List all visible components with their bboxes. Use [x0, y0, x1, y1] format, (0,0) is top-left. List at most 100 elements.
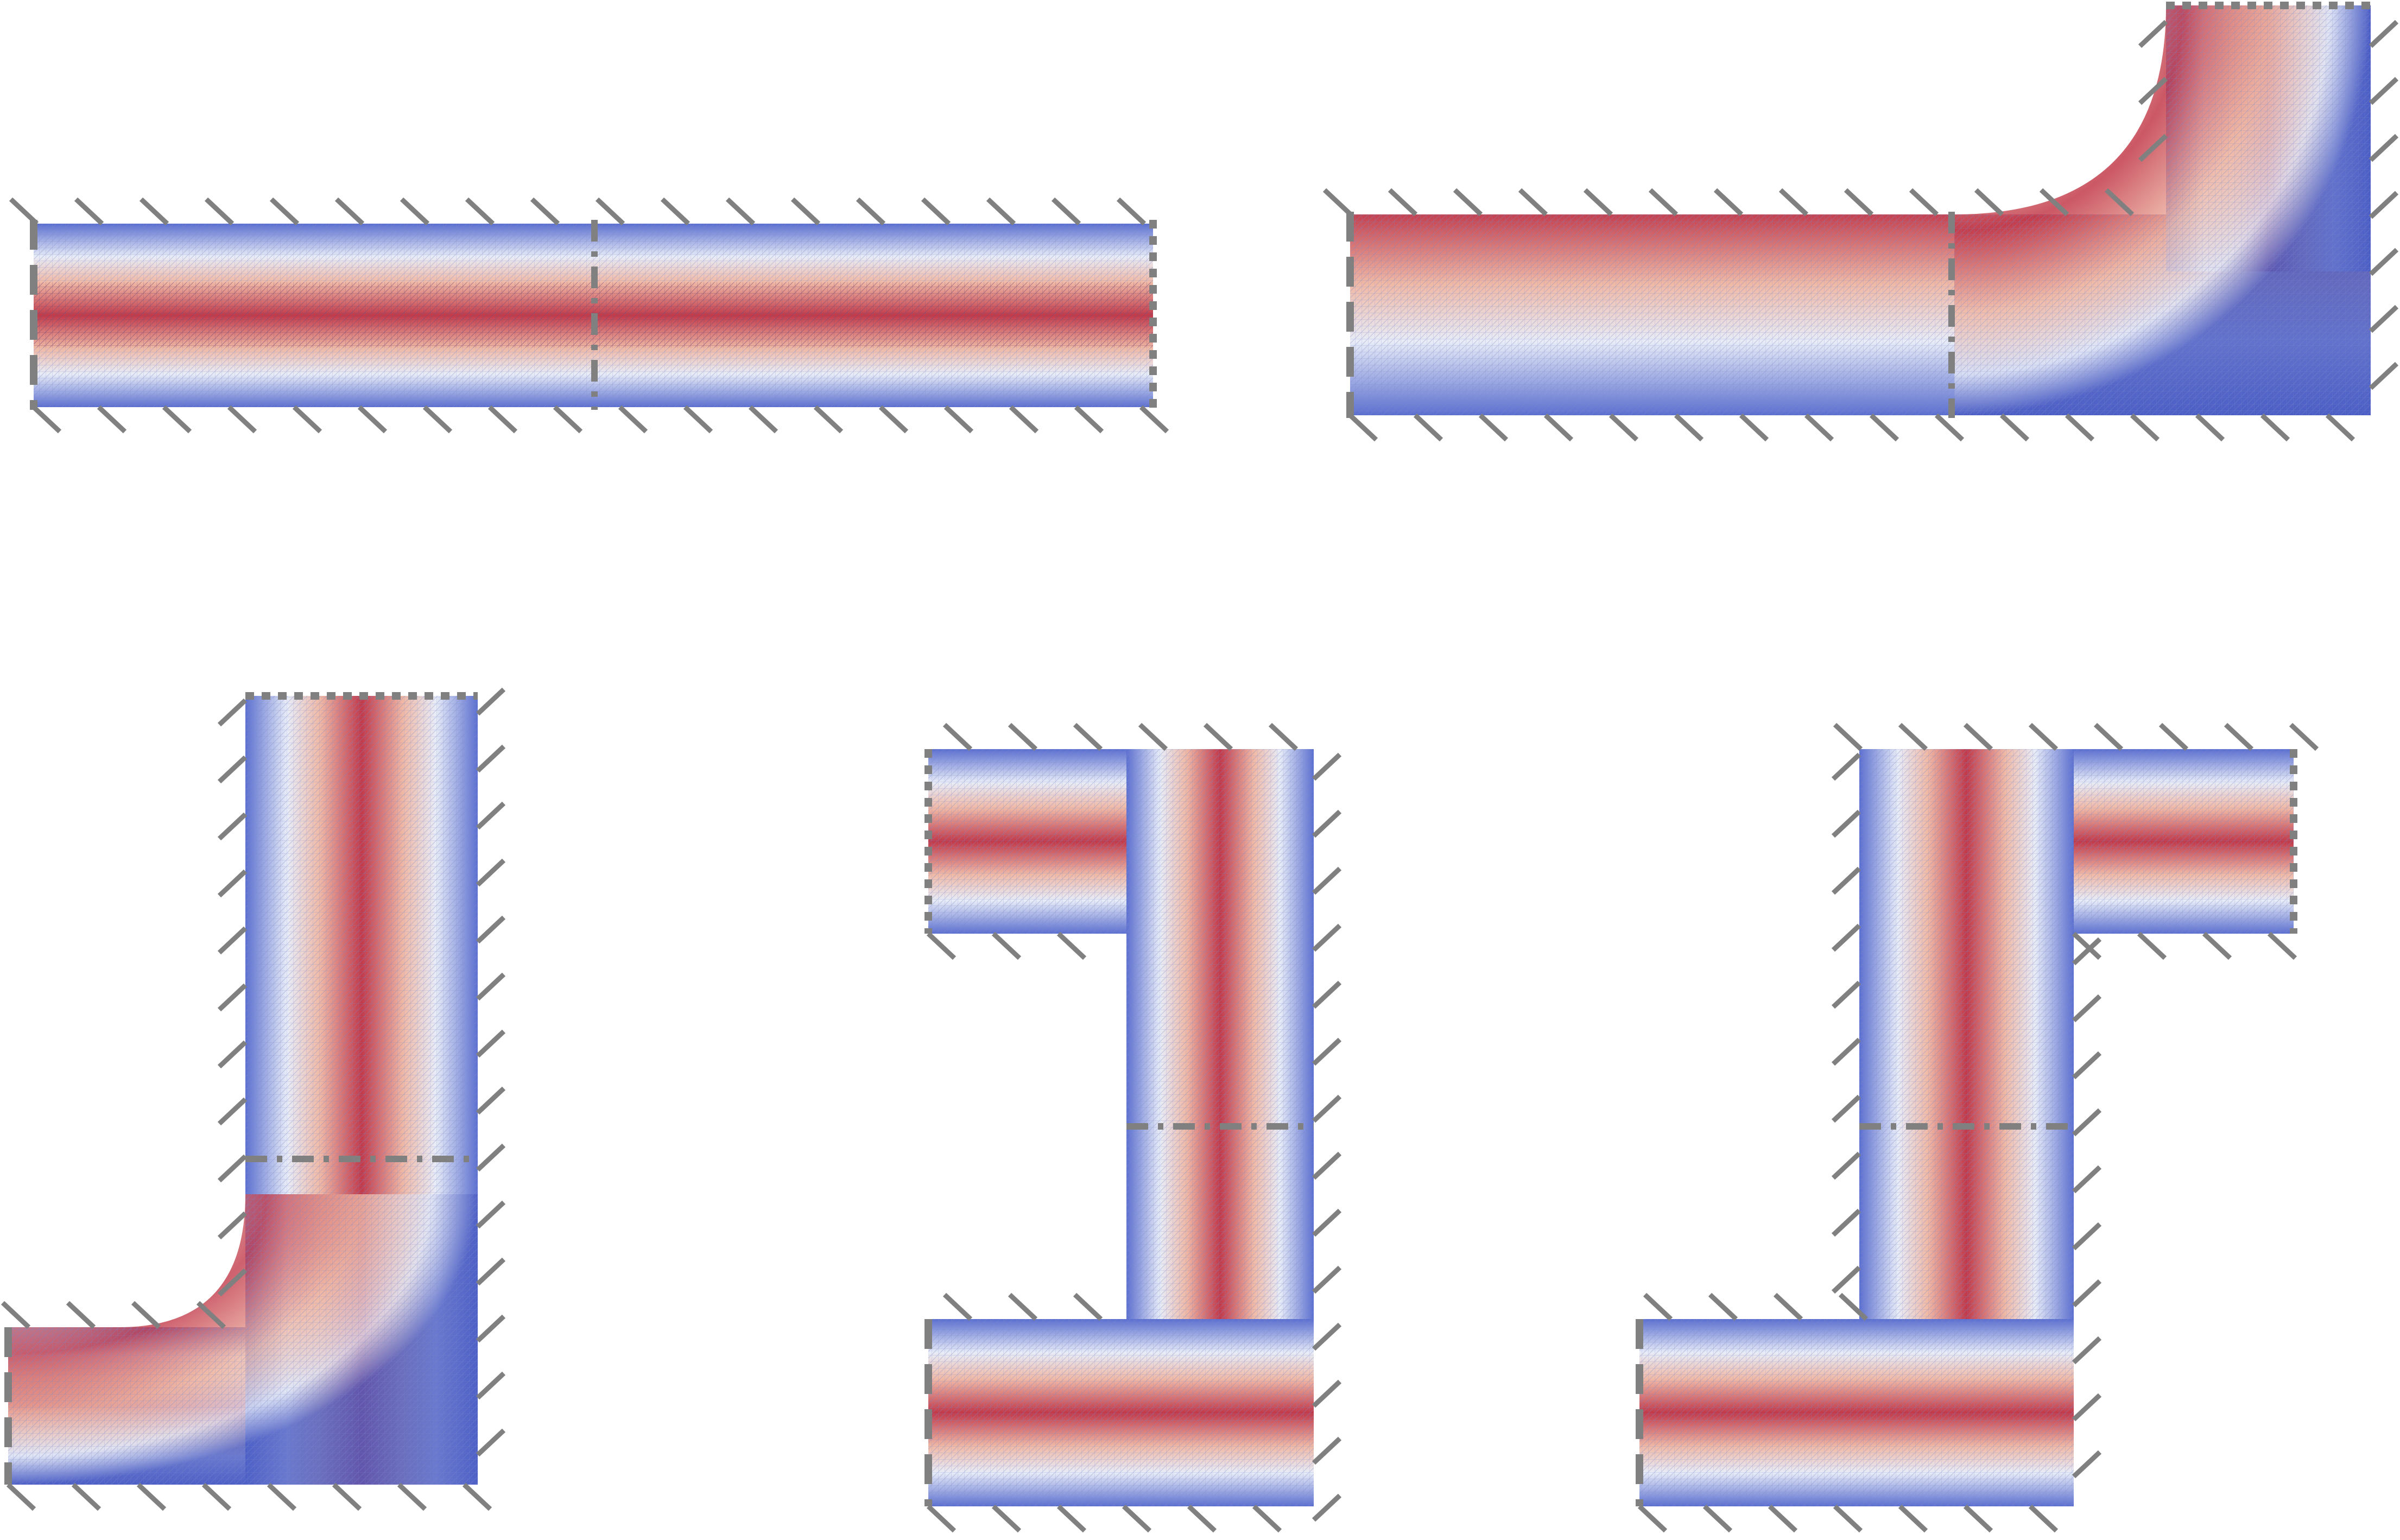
wall-hatch-tick	[1637, 1504, 1668, 1533]
wall-hatch-tick	[476, 858, 506, 887]
mesh-overlay	[928, 749, 1314, 1506]
wall-hatch-tick	[942, 1292, 973, 1321]
wall-hatch-tick	[1898, 1504, 1928, 1533]
wall-hatch-tick	[139, 197, 169, 226]
wall-hatch-tick	[1609, 413, 1639, 442]
wall-hatch-tick	[1643, 1292, 1673, 1321]
wall-hatch-tick	[97, 405, 127, 434]
wall-hatch-tick	[1009, 405, 1039, 434]
wall-hatch-tick	[357, 405, 388, 434]
wall-hatch-tick	[2369, 305, 2399, 333]
wall-hatch-tick	[66, 1301, 96, 1329]
wall-hatch-tick	[725, 197, 756, 226]
wall-hatch-tick	[1833, 1504, 1863, 1533]
wall-hatch-right	[2369, 20, 2399, 390]
wall-hatch-tick	[943, 405, 974, 434]
wall-hatch-right	[2072, 937, 2102, 1479]
wall-hatch-tick	[1, 1301, 31, 1329]
wall-hatch-tick	[1138, 723, 1168, 751]
wall-hatch-tick	[6, 1482, 36, 1511]
wall-hatch-tick	[1702, 1504, 1733, 1533]
wall-hatch-top	[942, 723, 1299, 751]
wall-hatch-tick	[1804, 413, 1834, 442]
wall-hatch-tick	[2065, 413, 2095, 442]
wall-hatch-tick	[476, 1200, 506, 1229]
wall-hatch-bottom	[31, 405, 1169, 434]
wall-hatch-tick	[2267, 931, 2297, 960]
wall-hatch-top	[9, 197, 1147, 226]
wall-hatch-tick	[595, 197, 625, 226]
wall-hatch-tick	[2072, 1051, 2102, 1080]
wall-hatch-tick	[2072, 1222, 2102, 1251]
wall-hatch-tick	[2138, 77, 2168, 105]
wall-hatch-tick	[332, 1482, 362, 1511]
wall-hatch-tick	[2369, 248, 2399, 276]
wall-hatch-tick	[476, 744, 506, 773]
wall-hatch-tick	[1312, 1151, 1342, 1180]
wall-hatch-tick	[748, 405, 778, 434]
wall-hatch-tick	[1543, 413, 1574, 442]
wall-hatch-tick	[2158, 723, 2189, 751]
wall-hatch-tick	[2072, 1108, 2102, 1137]
wall-hatch-tick	[1312, 923, 1342, 952]
wall-hatch-tick	[9, 197, 39, 226]
wall-hatch-tick	[926, 931, 957, 960]
wall-hatch-tick	[2104, 188, 2135, 217]
wall-hatch-tick	[1116, 197, 1147, 226]
wall-hatch-tick	[1268, 723, 1299, 751]
wall-hatch-tick	[217, 869, 248, 898]
wall-hatch-tick	[1833, 723, 1863, 751]
wall-hatch-tick	[1831, 752, 1861, 781]
wall-hatch-tick	[227, 405, 257, 434]
wall-hatch-tick	[476, 1428, 506, 1457]
wall-hatch-right	[1312, 752, 1342, 1522]
wall-hatch-tick	[921, 197, 951, 226]
wall-hatch-upper-bottom	[926, 931, 1087, 960]
panel-u-bend	[924, 723, 1342, 1533]
wall-hatch-tick	[2072, 1165, 2102, 1194]
wall-hatch-tick	[1831, 980, 1861, 1009]
wall-hatch-tick	[1869, 413, 1899, 442]
wall-hatch-tick	[683, 405, 713, 434]
wall-hatch-tick	[1056, 931, 1087, 960]
wall-hatch-tick	[660, 197, 691, 226]
wall-hatch-tick	[1312, 809, 1342, 838]
wall-hatch-tick	[1312, 1436, 1342, 1465]
wall-hatch-tick	[1999, 413, 2030, 442]
wall-hatch-tick	[1252, 1504, 1282, 1533]
wall-hatch-tick	[2130, 413, 2160, 442]
wall-hatch-tick	[1122, 1504, 1152, 1533]
wall-hatch-tick	[2028, 1504, 2059, 1533]
wall-hatch-tick	[1074, 405, 1104, 434]
wall-hatch-tick	[1831, 1265, 1861, 1294]
wall-hatch-tick	[136, 1482, 167, 1511]
wall-hatch-tick	[476, 1086, 506, 1115]
wall-hatch-tick	[1187, 1504, 1217, 1533]
wall-hatch-top	[1322, 188, 2135, 217]
wall-hatch-tick	[1312, 1094, 1342, 1123]
wall-hatch-bottom	[926, 1504, 1282, 1533]
wall-hatch-tick	[1312, 1322, 1342, 1351]
wall-hatch-lower-top	[1643, 1292, 1869, 1321]
wall-hatch-tick	[1203, 723, 1233, 751]
wall-hatch-tick	[2072, 1450, 2102, 1479]
wall-hatch-tick	[1934, 413, 1965, 442]
mesh-overlay	[8, 696, 478, 1485]
wall-hatch-tick	[1831, 1151, 1861, 1180]
wall-hatch-tick	[2195, 413, 2225, 442]
wall-hatch-tick	[2369, 362, 2399, 390]
wall-hatch-tick	[1312, 1379, 1342, 1408]
wall-hatch-tick	[2072, 937, 2102, 966]
wall-hatch-tick	[991, 1504, 1022, 1533]
wall-hatch-tick	[217, 1268, 248, 1297]
wall-hatch-left-upper	[2138, 20, 2168, 162]
wall-hatch-bottom	[1348, 413, 2355, 442]
wall-hatch-tick	[1008, 1292, 1038, 1321]
wall-hatch-tick	[1648, 188, 1679, 217]
wall-hatch-tick	[1478, 413, 1509, 442]
wall-hatch-top	[1, 1301, 226, 1329]
wall-hatch-tick	[1831, 809, 1861, 838]
wall-hatch-tick	[2039, 188, 2069, 217]
wall-hatch-tick	[1831, 923, 1861, 952]
